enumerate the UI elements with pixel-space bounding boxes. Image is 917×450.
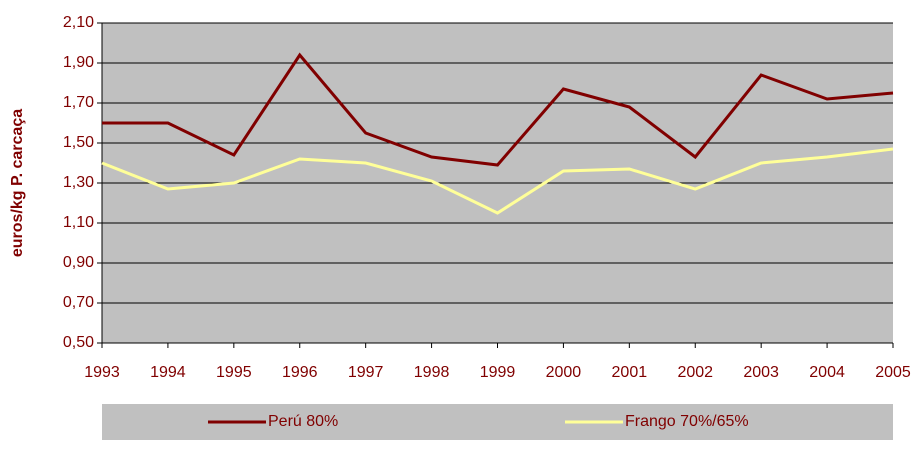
x-tick-label: 1994 — [150, 364, 186, 381]
x-tick-label: 1999 — [480, 364, 516, 381]
x-tick-label: 2000 — [546, 364, 582, 381]
x-tick-label: 2002 — [677, 364, 713, 381]
x-tick-label: 2001 — [612, 364, 648, 381]
x-tick-label: 1996 — [282, 364, 318, 381]
y-tick-label: 1,70 — [63, 94, 94, 111]
x-tick-label: 2004 — [809, 364, 845, 381]
x-tick-label: 2005 — [875, 364, 911, 381]
series-line — [101, 147, 894, 215]
legend-label: Perú 80% — [268, 413, 338, 430]
y-tick-label: 1,30 — [63, 174, 94, 191]
y-tick-label: 0,50 — [63, 334, 94, 351]
y-tick-label: 0,70 — [63, 294, 94, 311]
x-tick-label: 1997 — [348, 364, 384, 381]
x-tick-label: 1993 — [84, 364, 120, 381]
y-axis-label: euros/kg P. carcaça — [9, 109, 26, 257]
y-tick-label: 2,10 — [63, 14, 94, 31]
x-tick-label: 1998 — [414, 364, 450, 381]
y-tick-label: 0,90 — [63, 254, 94, 271]
series-line — [102, 52, 894, 167]
legend-label: Frango 70%/65% — [625, 413, 749, 430]
y-tick-label: 1,50 — [63, 134, 94, 151]
y-tick-label: 1,90 — [63, 54, 94, 71]
x-tick-label: 1995 — [216, 364, 252, 381]
x-tick-label: 2003 — [743, 364, 779, 381]
y-tick-label: 1,10 — [63, 214, 94, 231]
